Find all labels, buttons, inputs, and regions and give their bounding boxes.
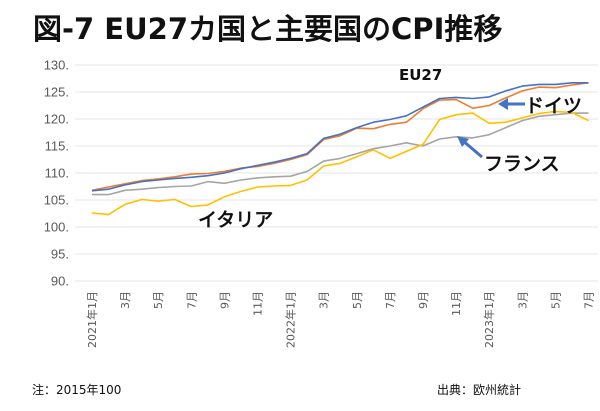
annotation-germany: ドイツ	[525, 95, 582, 117]
x-tick-label: 9月	[218, 291, 231, 309]
x-tick-label: 5月	[351, 291, 364, 309]
x-tick-label: 5月	[152, 291, 165, 309]
y-axis-ticks: 90. 95. 100. 105. 110. 115. 120. 125. 130.	[44, 58, 69, 289]
y-tick-label: 95.	[51, 247, 69, 262]
annotation-italy: イタリア	[198, 209, 273, 231]
source-note: 出典：欧州統計	[437, 383, 522, 397]
series-lines	[91, 82, 589, 216]
annotation-france: フランス	[484, 153, 560, 175]
annotation-germany-arrow	[498, 98, 525, 110]
x-tick-label: 7月	[185, 291, 198, 309]
x-tick-label: 2021年1月	[85, 291, 99, 348]
x-tick-label: 2022年1月	[284, 291, 298, 348]
x-tick-label: 11月	[252, 291, 265, 316]
y-tick-label: 115.	[45, 139, 69, 154]
x-tick-label: 3月	[318, 291, 331, 309]
x-tick-label: 2023年1月	[482, 291, 496, 348]
x-tick-label: 7月	[384, 291, 397, 309]
series-line-eu27	[91, 82, 589, 192]
x-tick-label: 9月	[417, 291, 430, 309]
y-tick-label: 100.	[44, 220, 69, 235]
annotations: EU27 ドイツ フランス イタリア	[198, 66, 582, 231]
chart-title: 図-7 EU27カ国と主要国のCPI推移	[33, 12, 503, 46]
y-tick-label: 110.	[45, 166, 69, 181]
x-tick-label: 3月	[516, 291, 529, 309]
series-line-germany	[91, 82, 589, 192]
series-line-france	[92, 112, 589, 196]
x-axis-ticks: 2021年1月 3月 5月 7月 9月 11月 2022年1月 3月 5月 7月 9月 11月 2023…	[85, 291, 596, 348]
x-tick-label: 3月	[119, 291, 132, 309]
x-tick-label: 7月	[583, 291, 596, 309]
x-tick-label: 5月	[549, 291, 562, 309]
x-tick-label: 11月	[450, 291, 463, 316]
annotation-france-arrow	[457, 136, 483, 159]
y-tick-label: 90.	[51, 274, 69, 289]
y-tick-label: 130.	[44, 58, 69, 73]
y-tick-label: 125.	[44, 85, 69, 100]
footnote: 注：2015年100	[32, 383, 122, 397]
y-tick-label: 105.	[44, 193, 69, 208]
y-tick-label: 120.	[44, 112, 69, 127]
annotation-eu27: EU27	[399, 66, 442, 84]
series-line-italy	[91, 110, 589, 216]
